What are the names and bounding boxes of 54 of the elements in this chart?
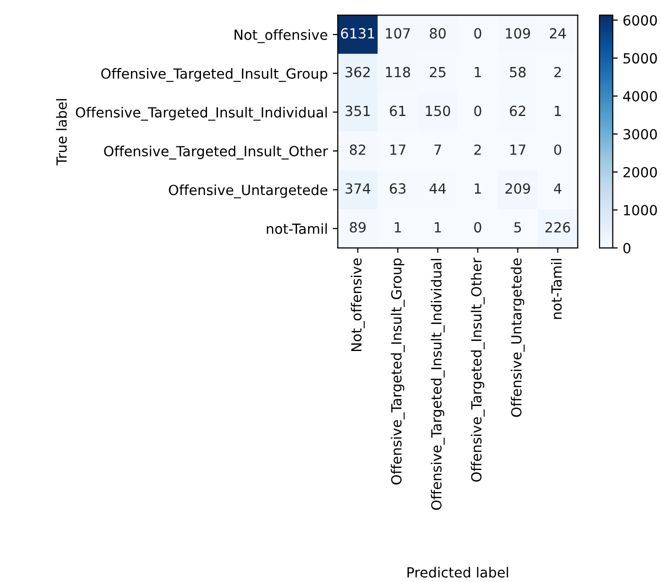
data-label: 2 <box>474 144 481 155</box>
x-axis-title: Predicted label <box>408 566 508 578</box>
data-label: 1 <box>434 222 441 232</box>
data-label: 109 <box>506 28 530 39</box>
data-label: 17 <box>390 144 406 155</box>
y-tick-label: Offensive_Targeted_Insult_Individual <box>76 106 327 121</box>
y-tick-label: Not_offensive <box>234 29 328 44</box>
x-tick-label: Offensive_Untargetede <box>510 258 525 417</box>
data-label: 150 <box>426 106 450 116</box>
data-label: 25 <box>430 66 446 78</box>
data-label: 374 <box>346 183 370 194</box>
data-label: 4 <box>554 183 562 194</box>
y-tick-label: Offensive_Targeted_Insult_Group <box>101 68 328 82</box>
y-axis-title: True label <box>56 99 67 166</box>
data-label: 80 <box>430 28 446 39</box>
data-label: 24 <box>550 28 566 38</box>
data-label: 0 <box>474 106 482 116</box>
data-label: 61 <box>390 106 406 116</box>
data-label: 89 <box>350 222 366 233</box>
data-label: 1 <box>394 222 401 232</box>
color-bar-label: 1000 <box>624 204 657 216</box>
y-tick-label: Offensive_Untargetede <box>168 184 328 198</box>
data-label: 1 <box>554 106 561 116</box>
data-label: 62 <box>510 106 526 116</box>
data-label: 226 <box>545 222 570 233</box>
data-label: 5 <box>514 222 521 233</box>
data-label: 1 <box>474 183 481 194</box>
color-bar-label: 6000 <box>623 15 657 26</box>
data-label: 2 <box>554 66 561 78</box>
data-label: 351 <box>346 106 370 116</box>
data-label: 362 <box>346 66 370 78</box>
data-label: 118 <box>386 66 410 78</box>
data-label: 209 <box>505 183 530 194</box>
data-label: 0 <box>554 144 562 155</box>
color-bar-label: 5000 <box>624 53 657 64</box>
data-label: 63 <box>390 183 406 194</box>
data-label: 1 <box>474 67 481 78</box>
x-tick-label: Offensive_Targeted_Insult_Other <box>470 258 485 482</box>
data-label: 58 <box>510 66 526 78</box>
data-label: 0 <box>474 28 482 39</box>
data-label: 44 <box>430 183 446 194</box>
color-bar-label: 2000 <box>623 166 657 178</box>
data-label: 82 <box>350 144 366 155</box>
data-label: 7 <box>434 144 441 155</box>
color-bar-label: 0 <box>623 242 630 254</box>
color-bar-label: 3000 <box>624 128 657 140</box>
data-label: 107 <box>386 28 410 39</box>
data-label: 6131 <box>341 28 374 39</box>
y-tick-label: Offensive_Targeted_Insult_Other <box>104 146 328 160</box>
color-bar-label: 4000 <box>623 91 657 102</box>
data-label: 0 <box>474 222 482 233</box>
data-label: 17 <box>510 144 526 155</box>
y-tick-label: not-Tamil <box>266 223 327 234</box>
x-tick-label: not-Tamil <box>551 258 562 319</box>
